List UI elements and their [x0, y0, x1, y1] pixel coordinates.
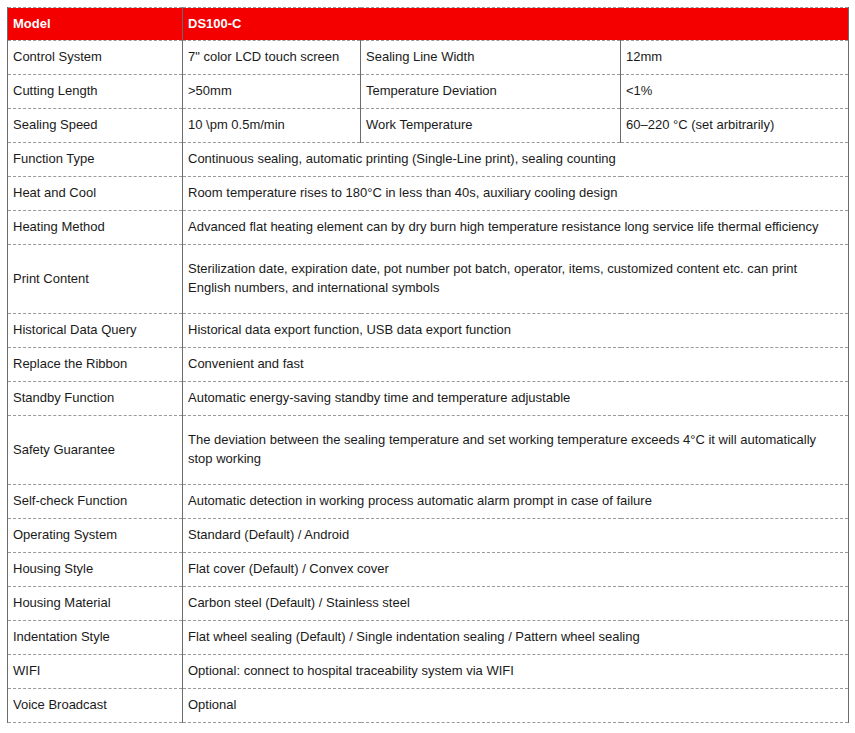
row-label: Standby Function [8, 382, 183, 416]
page: Model DS100-C Control System 7" color LC… [0, 0, 855, 733]
row-value: Advanced flat heating element can by dry… [183, 211, 849, 245]
table-row: Indentation Style Flat wheel sealing (De… [8, 621, 849, 655]
table-row: Heating Method Advanced flat heating ele… [8, 211, 849, 245]
row-value: 7" color LCD touch screen [183, 41, 361, 75]
row-value: Historical data export function, USB dat… [183, 314, 849, 348]
row-label: WIFI [8, 655, 183, 689]
table-row: Sealing Speed 10 \pm 0.5m/min Work Tempe… [8, 109, 849, 143]
row-value: Optional: connect to hospital traceabili… [183, 655, 849, 689]
table-row: Replace the Ribbon Convenient and fast [8, 348, 849, 382]
table-header-row: Model DS100-C [8, 8, 849, 41]
row-value: Flat wheel sealing (Default) / Single in… [183, 621, 849, 655]
row-value: Sterilization date, expiration date, pot… [183, 245, 849, 314]
row-label: Work Temperature [361, 109, 621, 143]
row-value: Standard (Default) / Android [183, 519, 849, 553]
row-value: Optional [183, 689, 849, 723]
table-row: Safety Guarantee The deviation between t… [8, 416, 849, 485]
row-value: The deviation between the sealing temper… [183, 416, 849, 485]
row-label: Self-check Function [8, 485, 183, 519]
table-row: Heat and Cool Room temperature rises to … [8, 177, 849, 211]
row-value: Room temperature rises to 180°C in less … [183, 177, 849, 211]
table-row: Print Content Sterilization date, expira… [8, 245, 849, 314]
row-label: Cutting Length [8, 75, 183, 109]
row-label: Operating System [8, 519, 183, 553]
row-label: Voice Broadcast [8, 689, 183, 723]
row-value: Automatic energy-saving standby time and… [183, 382, 849, 416]
row-label: Heating Method [8, 211, 183, 245]
table-row: Housing Style Flat cover (Default) / Con… [8, 553, 849, 587]
row-label: Sealing Line Width [361, 41, 621, 75]
table-row: WIFI Optional: connect to hospital trace… [8, 655, 849, 689]
table-row: Housing Material Carbon steel (Default) … [8, 587, 849, 621]
row-value: 12mm [621, 41, 849, 75]
row-label: Function Type [8, 143, 183, 177]
row-label: Safety Guarantee [8, 416, 183, 485]
header-label: Model [8, 8, 183, 41]
row-label: Heat and Cool [8, 177, 183, 211]
row-value: 60–220 °C (set arbitrarily) [621, 109, 849, 143]
row-label: Replace the Ribbon [8, 348, 183, 382]
table-row: Historical Data Query Historical data ex… [8, 314, 849, 348]
row-label: Sealing Speed [8, 109, 183, 143]
spec-table: Model DS100-C Control System 7" color LC… [7, 7, 849, 723]
row-label: Print Content [8, 245, 183, 314]
table-row: Self-check Function Automatic detection … [8, 485, 849, 519]
header-value: DS100-C [183, 8, 849, 41]
table-row: Control System 7" color LCD touch screen… [8, 41, 849, 75]
row-label: Housing Material [8, 587, 183, 621]
row-label: Indentation Style [8, 621, 183, 655]
row-label: Housing Style [8, 553, 183, 587]
row-label: Historical Data Query [8, 314, 183, 348]
row-value: Automatic detection in working process a… [183, 485, 849, 519]
row-value: 10 \pm 0.5m/min [183, 109, 361, 143]
table-row: Cutting Length >50mm Temperature Deviati… [8, 75, 849, 109]
row-value: Continuous sealing, automatic printing (… [183, 143, 849, 177]
table-row: Function Type Continuous sealing, automa… [8, 143, 849, 177]
row-value: >50mm [183, 75, 361, 109]
row-value: Flat cover (Default) / Convex cover [183, 553, 849, 587]
row-label: Control System [8, 41, 183, 75]
row-value: Convenient and fast [183, 348, 849, 382]
table-row: Operating System Standard (Default) / An… [8, 519, 849, 553]
row-value: Carbon steel (Default) / Stainless steel [183, 587, 849, 621]
row-value: <1% [621, 75, 849, 109]
table-row: Voice Broadcast Optional [8, 689, 849, 723]
table-row: Standby Function Automatic energy-saving… [8, 382, 849, 416]
row-label: Temperature Deviation [361, 75, 621, 109]
